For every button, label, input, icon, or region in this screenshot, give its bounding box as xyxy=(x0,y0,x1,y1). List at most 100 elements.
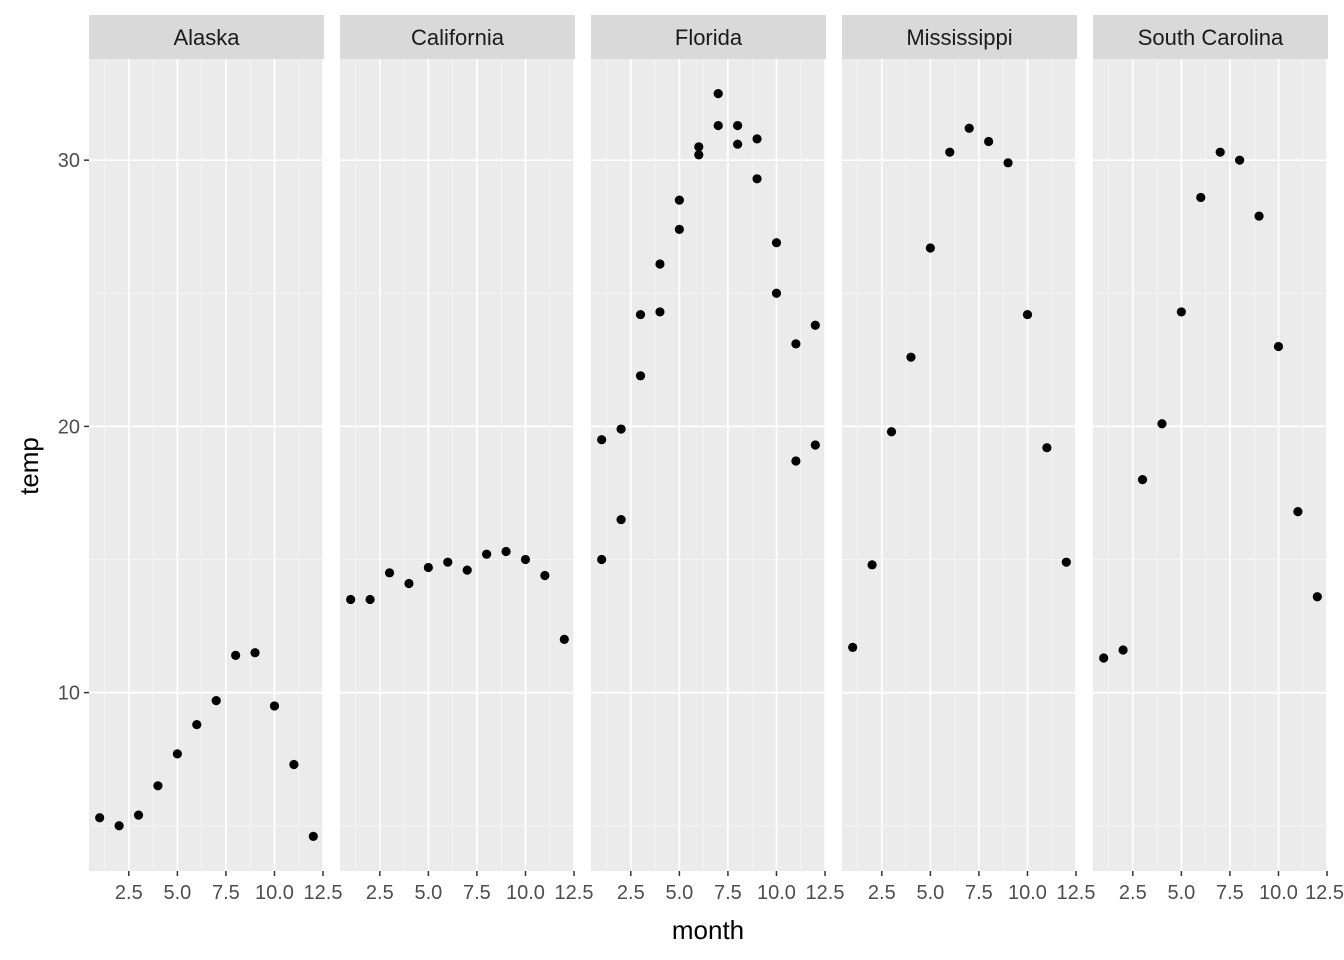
x-tick-label: 2.5 xyxy=(617,882,645,904)
y-tick-label: 20 xyxy=(58,416,80,438)
data-point xyxy=(520,554,531,565)
x-tick-label: 2.5 xyxy=(115,882,143,904)
data-point xyxy=(1293,506,1303,517)
x-tick-label: 7.5 xyxy=(212,882,240,904)
data-point xyxy=(1235,155,1245,165)
data-point xyxy=(1022,309,1033,320)
data-point xyxy=(945,147,955,157)
x-tick-label: 7.5 xyxy=(463,882,491,904)
data-point xyxy=(1099,653,1109,663)
data-point xyxy=(211,696,221,706)
data-point xyxy=(694,142,704,152)
data-point xyxy=(1196,192,1206,203)
data-point xyxy=(114,821,124,831)
panel-background xyxy=(1093,59,1328,871)
data-point xyxy=(192,719,202,730)
data-point xyxy=(231,650,241,660)
data-point xyxy=(153,781,163,791)
data-point xyxy=(423,562,433,573)
data-point xyxy=(443,557,453,567)
x-tick-label: 5.0 xyxy=(916,882,944,904)
data-point xyxy=(95,813,105,823)
x-tick-label: 12.5 xyxy=(555,882,594,904)
data-point xyxy=(501,546,511,557)
data-point xyxy=(1118,645,1128,655)
facet-panels: Alaska 2.5 5.0 7.5 10.0 12.5 California 2.5 5.0 7… xyxy=(89,15,1344,904)
y-tick-label: 10 xyxy=(58,683,80,705)
x-tick-label: 12.5 xyxy=(1305,882,1344,904)
data-point xyxy=(867,560,877,570)
data-point xyxy=(1137,475,1148,485)
data-point xyxy=(635,309,646,320)
data-point xyxy=(733,139,743,149)
data-point xyxy=(635,371,646,381)
facet-strip xyxy=(340,15,575,59)
x-tick-label: 10.0 xyxy=(757,882,796,904)
facet-panel-0: Alaska 2.5 5.0 7.5 10.0 12.5 xyxy=(89,15,342,904)
data-point xyxy=(1273,341,1284,352)
data-point xyxy=(886,427,897,437)
data-point xyxy=(906,352,916,362)
data-point xyxy=(752,174,762,184)
x-tick-label: 5.0 xyxy=(414,882,442,904)
x-tick-label: 12.5 xyxy=(806,882,845,904)
data-point xyxy=(1157,419,1167,429)
data-point xyxy=(984,136,994,147)
x-axis-title: month xyxy=(672,915,744,945)
facet-panel-2: Florida 2.5 5.0 7.5 10.0 12.5 xyxy=(591,15,844,904)
data-point xyxy=(752,134,762,144)
data-point xyxy=(133,810,144,820)
data-point xyxy=(172,749,182,759)
data-point xyxy=(791,456,801,466)
facet-strip-label: California xyxy=(411,25,505,50)
y-axis-title: temp xyxy=(14,437,44,495)
x-tick-label: 7.5 xyxy=(965,882,993,904)
data-point xyxy=(1042,443,1052,453)
facet-strip xyxy=(842,15,1077,59)
x-tick-label: 2.5 xyxy=(868,882,896,904)
facet-strip-label: Alaska xyxy=(173,25,240,50)
y-tick-label: 30 xyxy=(58,150,80,172)
x-tick-label: 7.5 xyxy=(1216,882,1244,904)
data-point xyxy=(404,578,414,589)
data-point xyxy=(482,549,492,559)
data-point xyxy=(848,642,858,652)
data-point xyxy=(810,440,820,450)
data-point xyxy=(964,123,974,133)
data-point xyxy=(810,320,820,330)
data-point xyxy=(674,224,684,234)
data-point xyxy=(1254,211,1264,221)
facet-strip xyxy=(1093,15,1328,59)
facet-panel-1: California 2.5 5.0 7.5 10.0 12.5 xyxy=(340,15,593,904)
panel-background xyxy=(340,59,575,871)
data-point xyxy=(713,89,723,99)
x-tick-label: 12.5 xyxy=(1057,882,1096,904)
data-point xyxy=(925,243,935,253)
data-point xyxy=(384,568,395,578)
facet-strip xyxy=(89,15,324,59)
data-point xyxy=(713,120,723,131)
facet-strip-label: Florida xyxy=(675,25,743,50)
data-point xyxy=(1176,307,1186,317)
facet-strip-label: Mississippi xyxy=(906,25,1012,50)
x-tick-label: 12.5 xyxy=(304,882,343,904)
data-point xyxy=(308,831,318,841)
data-point xyxy=(365,594,375,605)
data-point xyxy=(616,424,626,434)
facet-strip-label: South Carolina xyxy=(1138,25,1284,50)
x-tick-label: 5.0 xyxy=(1167,882,1195,904)
data-point xyxy=(250,648,260,658)
x-tick-label: 5.0 xyxy=(163,882,191,904)
y-axis: 10 20 30 xyxy=(58,150,89,705)
data-point xyxy=(771,238,782,248)
data-point xyxy=(771,288,782,298)
facet-panel-3: Mississippi 2.5 5.0 7.5 10.0 12.5 xyxy=(842,15,1095,904)
x-tick-label: 10.0 xyxy=(255,882,294,904)
data-point xyxy=(1215,147,1225,157)
x-tick-label: 2.5 xyxy=(1119,882,1147,904)
data-point xyxy=(733,120,743,131)
panel-background xyxy=(842,59,1077,871)
data-point xyxy=(655,307,665,317)
facet-panel-4: South Carolina 2.5 5.0 7.5 10.0 12.5 xyxy=(1093,15,1344,904)
